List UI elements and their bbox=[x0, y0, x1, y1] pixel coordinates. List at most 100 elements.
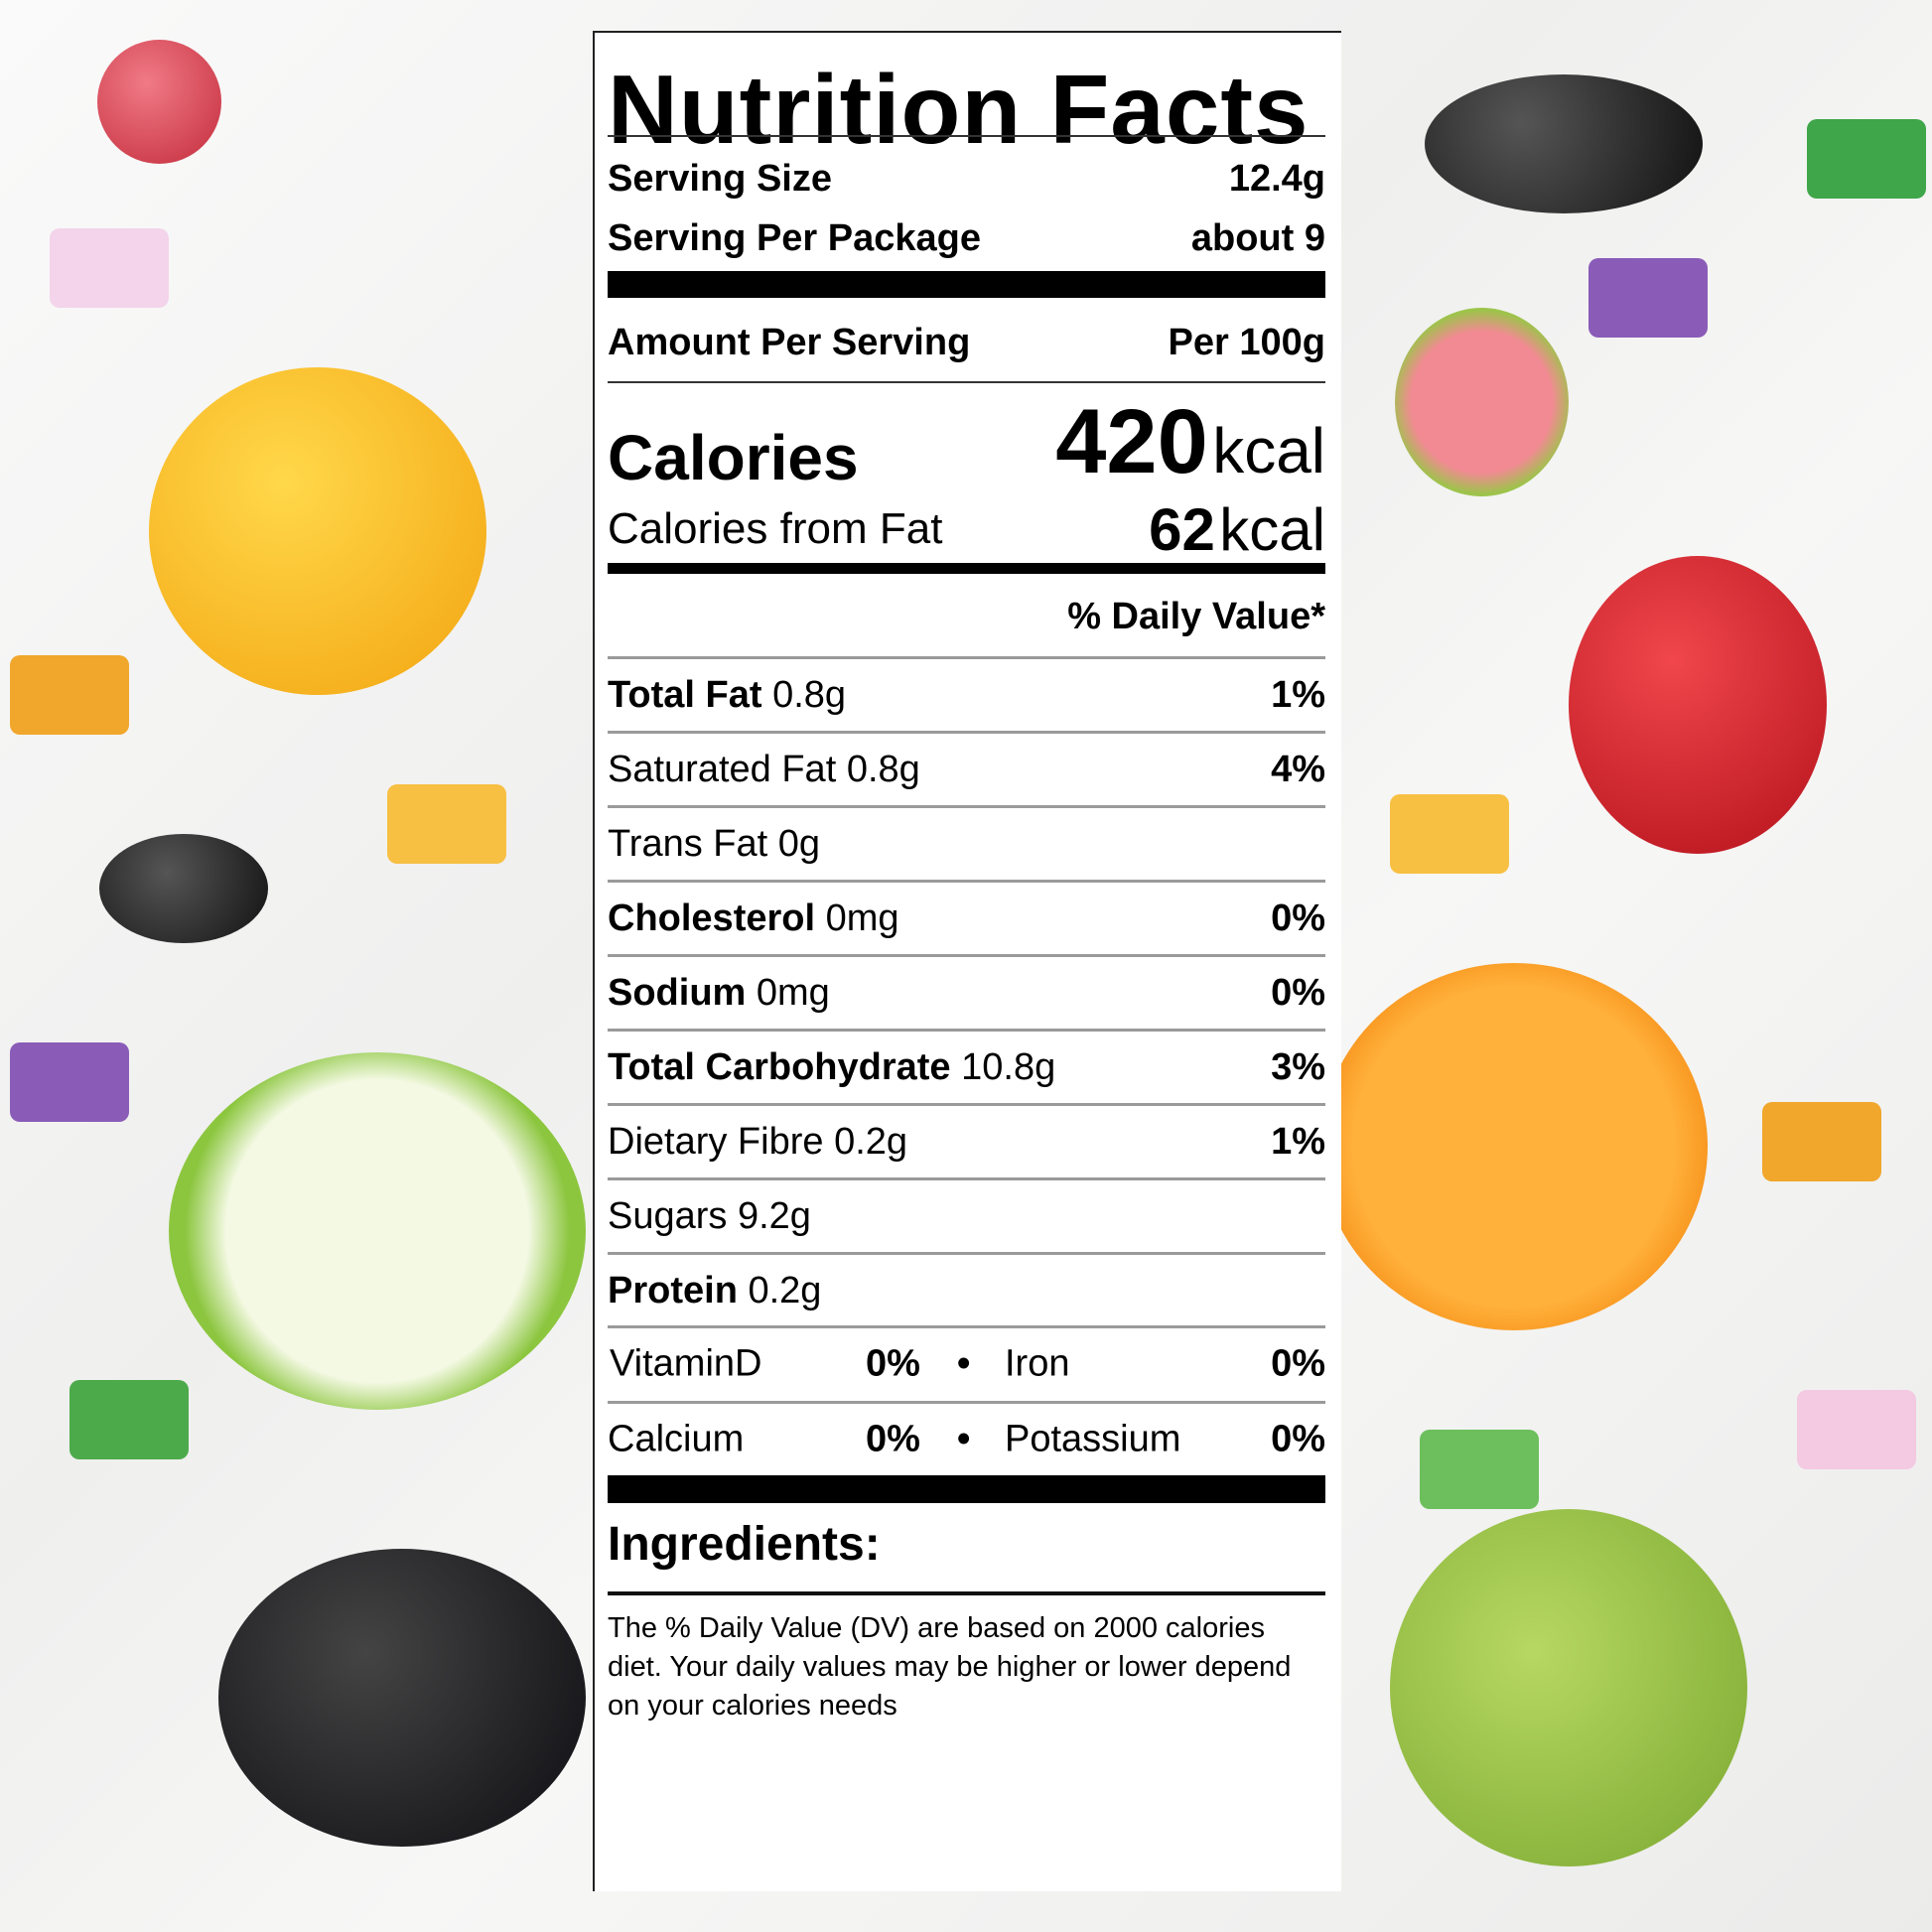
serving-size-row: Serving Size 12.4g bbox=[608, 154, 1325, 204]
nutrient-name: Sugars bbox=[608, 1194, 728, 1237]
calories-label: Calories bbox=[608, 422, 859, 493]
iron-label: Iron bbox=[1005, 1342, 1070, 1385]
nutrient-name: Saturated Fat bbox=[608, 748, 837, 790]
vitamin-d-label: VitaminD bbox=[610, 1342, 762, 1385]
candy-wrapper-image bbox=[1390, 794, 1509, 874]
nutrient-name: Total Fat bbox=[608, 673, 762, 716]
potassium-label: Potassium bbox=[1005, 1418, 1181, 1460]
daily-value-header: % Daily Value* bbox=[608, 592, 1325, 641]
divider-line bbox=[608, 880, 1325, 883]
divider-thick bbox=[608, 271, 1325, 298]
candy-wrapper-image bbox=[1762, 1102, 1881, 1181]
blackcurrant-image bbox=[1425, 74, 1703, 213]
strawberry-image bbox=[1569, 556, 1827, 854]
calories-value: 420 bbox=[1055, 391, 1208, 492]
nutrient-amount: 10.8g bbox=[961, 1045, 1056, 1088]
serving-size-value: 12.4g bbox=[1228, 157, 1325, 200]
nutrient-row: Protein 0.2g bbox=[608, 1254, 1325, 1327]
divider-line bbox=[608, 1029, 1325, 1032]
candy-wrapper-image bbox=[1807, 119, 1926, 199]
divider-medium bbox=[608, 563, 1325, 574]
lychee-image bbox=[97, 40, 221, 164]
candy-wrapper-image bbox=[1420, 1430, 1539, 1509]
candy-wrapper-image bbox=[10, 655, 129, 735]
nutrition-facts-label: Nutrition Facts Serving Size 12.4g Servi… bbox=[593, 31, 1341, 1891]
nutrient-amount: 0mg bbox=[756, 971, 830, 1014]
nutrient-name: Sodium bbox=[608, 971, 747, 1014]
vitamin-d-dv: 0% bbox=[866, 1342, 920, 1385]
iron-dv: 0% bbox=[1271, 1342, 1325, 1385]
divider-line bbox=[608, 1252, 1325, 1255]
nutrient-row: Trans Fat 0g bbox=[608, 807, 1325, 881]
divider-thick bbox=[608, 1475, 1325, 1503]
candy-wrapper-image bbox=[1797, 1390, 1916, 1469]
daily-value-header-text: % Daily Value* bbox=[1067, 595, 1325, 637]
candy-wrapper-image bbox=[10, 1042, 129, 1122]
nutrient-row: Total Fat 0.8g 1% bbox=[608, 658, 1325, 732]
nutrient-name: Trans Fat bbox=[608, 822, 768, 865]
nutrient-amount: 0g bbox=[777, 822, 821, 865]
nutrient-amount: 0.8g bbox=[772, 673, 847, 716]
nutrient-row: Sodium 0mg 0% bbox=[608, 956, 1325, 1030]
nutrient-name: Cholesterol bbox=[608, 897, 816, 939]
divider-line bbox=[608, 954, 1325, 957]
candy-wrapper-image bbox=[50, 228, 169, 308]
nutrient-amount: 0mg bbox=[825, 897, 899, 939]
mango-image bbox=[149, 367, 486, 695]
calories-row: Calories 420 kcal bbox=[608, 391, 1325, 494]
fat-calories-label: Calories from Fat bbox=[608, 504, 943, 553]
nutrient-amount: 9.2g bbox=[737, 1194, 811, 1237]
nutrient-daily-value: 0% bbox=[1271, 897, 1325, 939]
nutrient-daily-value: 3% bbox=[1271, 1045, 1325, 1088]
calcium-label: Calcium bbox=[608, 1418, 745, 1460]
guava-half-image bbox=[1395, 308, 1569, 496]
divider-line bbox=[608, 656, 1325, 659]
amount-label: Amount Per Serving bbox=[608, 321, 971, 363]
nutrient-amount: 0.2g bbox=[834, 1120, 908, 1163]
divider-line bbox=[608, 731, 1325, 734]
vitamin-row: VitaminD 0% • Iron 0% bbox=[608, 1327, 1325, 1401]
nutrient-daily-value: 0% bbox=[1271, 971, 1325, 1014]
candy-wrapper-image bbox=[69, 1380, 189, 1459]
nutrient-row: Cholesterol 0mg 0% bbox=[608, 882, 1325, 955]
divider-line bbox=[608, 1103, 1325, 1106]
blackcurrant-bunch-image bbox=[218, 1549, 586, 1847]
nutrient-amount: 0.8g bbox=[846, 748, 920, 790]
servings-value: about 9 bbox=[1190, 216, 1325, 259]
servings-label: Serving Per Package bbox=[608, 216, 981, 259]
nutrient-row: Total Carbohydrate 10.8g 3% bbox=[608, 1031, 1325, 1104]
nutrient-name: Total Carbohydrate bbox=[608, 1045, 951, 1088]
nutrient-name: Protein bbox=[608, 1269, 738, 1311]
fat-calories-unit: kcal bbox=[1219, 495, 1325, 563]
nutrient-daily-value: 1% bbox=[1271, 1120, 1325, 1163]
nutrient-name: Dietary Fibre bbox=[608, 1120, 824, 1163]
fat-calories-row: Calories from Fat 62 kcal bbox=[608, 494, 1325, 564]
amount-row: Amount Per Serving Per 100g bbox=[608, 318, 1325, 367]
nutrient-daily-value: 1% bbox=[1271, 673, 1325, 716]
nutrient-row: Sugars 9.2g bbox=[608, 1179, 1325, 1253]
blackcurrant-image bbox=[99, 834, 268, 943]
divider-line bbox=[608, 1177, 1325, 1180]
orange-image bbox=[1320, 963, 1708, 1330]
fat-calories-value: 62 bbox=[1149, 495, 1215, 563]
vitamin-row: Calcium 0% • Potassium 0% bbox=[608, 1403, 1325, 1476]
bullet: • bbox=[957, 1342, 971, 1385]
nutrient-row: Saturated Fat 0.8g 4% bbox=[608, 733, 1325, 806]
ingredients-label: Ingredients: bbox=[608, 1518, 881, 1571]
nutrient-daily-value: 4% bbox=[1271, 748, 1325, 790]
nutrient-row: Dietary Fibre 0.2g 1% bbox=[608, 1105, 1325, 1178]
calories-unit: kcal bbox=[1212, 415, 1325, 486]
calcium-dv: 0% bbox=[866, 1418, 920, 1460]
potassium-dv: 0% bbox=[1271, 1418, 1325, 1460]
footnote: The % Daily Value (DV) are based on 2000… bbox=[608, 1612, 1292, 1722]
divider-line bbox=[608, 805, 1325, 808]
label-title: Nutrition Facts bbox=[608, 55, 1310, 164]
candy-wrapper-image bbox=[387, 784, 506, 864]
nutrient-amount: 0.2g bbox=[748, 1269, 822, 1311]
amount-basis: Per 100g bbox=[1168, 321, 1325, 363]
apple-image bbox=[169, 1052, 586, 1410]
bullet: • bbox=[957, 1418, 971, 1460]
candy-wrapper-image bbox=[1588, 258, 1708, 338]
serving-size-label: Serving Size bbox=[608, 157, 832, 200]
guava-image bbox=[1390, 1509, 1747, 1866]
